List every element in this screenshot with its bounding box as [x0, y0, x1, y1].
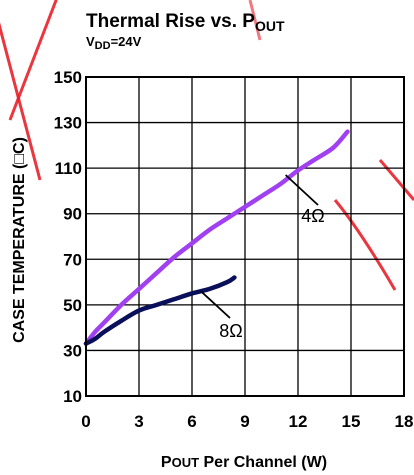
chart-title: Thermal Rise vs. POUT [86, 11, 285, 34]
chart-condition: VDD=24V [86, 34, 142, 52]
annotation-label-8ohm: 8Ω [219, 321, 242, 341]
series-line-8ohm [83, 275, 237, 346]
x-tick-labels: 0 3 6 9 12 15 18 [81, 412, 413, 431]
y-axis-label: CASE TEMPERATURE (□C) [11, 137, 28, 343]
series-line-4ohm [83, 129, 350, 346]
annotation-layer: 4Ω 8Ω [200, 174, 325, 341]
x-axis-label: POUT Per Channel (W) [161, 454, 327, 471]
condition-subscript: DD [95, 40, 111, 52]
y-tick-label: 70 [63, 250, 82, 269]
x-tick-label: 6 [187, 412, 196, 431]
x-axis-label-small: OUT [172, 455, 200, 470]
y-tick-label: 130 [54, 114, 82, 133]
x-tick-label: 0 [81, 412, 90, 431]
plot-grid [85, 76, 405, 397]
y-tick-labels: 10 30 50 70 90 110 130 150 [54, 68, 82, 406]
x-tick-label: 3 [134, 412, 143, 431]
y-tick-label: 90 [63, 205, 82, 224]
watermark [0, 0, 414, 291]
title-subscript: OUT [255, 18, 285, 34]
annotation-leader-4ohm [285, 174, 319, 206]
annotation-label-4ohm: 4Ω [301, 206, 324, 226]
x-tick-label: 18 [395, 412, 414, 431]
y-tick-label: 10 [63, 387, 82, 406]
x-tick-label: 15 [342, 412, 361, 431]
series-layer [83, 129, 350, 346]
y-tick-label: 150 [54, 68, 82, 87]
x-axis-label-rest: Per Channel (W) [199, 454, 327, 471]
y-tick-label: 110 [55, 159, 82, 178]
y-tick-label: 50 [63, 296, 82, 315]
condition-rest: =24V [111, 34, 142, 49]
x-tick-label: 12 [289, 412, 308, 431]
x-tick-label: 9 [240, 412, 249, 431]
plot-frame [85, 76, 405, 397]
y-tick-label: 30 [63, 341, 82, 360]
annotation-leader-8ohm [200, 290, 231, 319]
